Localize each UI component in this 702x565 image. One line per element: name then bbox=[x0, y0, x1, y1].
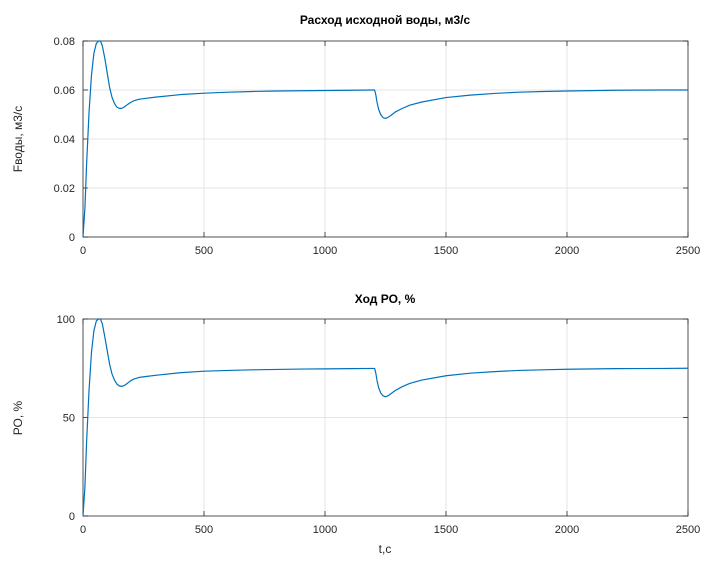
y-tick-label: 50 bbox=[63, 413, 75, 425]
axis-ticks: 0 500 1000 1500 2000 2500 0 0.02 0.04 0.06 0.08 bbox=[54, 36, 701, 257]
y-tick-label: 100 bbox=[57, 314, 75, 326]
x-tick-label: 1000 bbox=[313, 524, 337, 536]
x-tick-label: 0 bbox=[80, 245, 86, 257]
y-tick-label: 0.08 bbox=[54, 36, 75, 48]
x-tick-label: 2000 bbox=[555, 245, 579, 257]
chart-title: Ход РО, % bbox=[355, 292, 416, 306]
y-tick-label: 0.02 bbox=[54, 183, 75, 195]
x-tick-label: 1500 bbox=[434, 524, 458, 536]
y-axis-label: Fводы, м3/с bbox=[11, 106, 25, 173]
y-tick-label: 0.06 bbox=[54, 85, 75, 97]
x-axis-label: t,c bbox=[379, 542, 392, 556]
y-tick-label: 0 bbox=[69, 511, 75, 523]
series-line bbox=[82, 318, 689, 517]
chart-valve-position: Ход РО, % 0 500 1000 1500 2000 2500 0 50 100 РО,… bbox=[11, 292, 700, 556]
y-tick-label: 0 bbox=[69, 232, 75, 244]
x-tick-label: 500 bbox=[195, 245, 213, 257]
grid bbox=[83, 319, 688, 516]
chart-title: Расход исходной воды, м3/с bbox=[300, 13, 471, 27]
y-axis-label: РО, % bbox=[11, 400, 25, 435]
grid bbox=[83, 41, 688, 237]
axis-ticks: 0 500 1000 1500 2000 2500 0 50 100 bbox=[57, 314, 701, 536]
x-tick-label: 1000 bbox=[313, 245, 337, 257]
series-line bbox=[82, 40, 688, 238]
x-tick-label: 2500 bbox=[676, 524, 700, 536]
x-tick-label: 500 bbox=[195, 524, 213, 536]
y-tick-label: 0.04 bbox=[54, 134, 75, 146]
x-tick-label: 2500 bbox=[676, 245, 700, 257]
x-tick-label: 2000 bbox=[555, 524, 579, 536]
x-tick-label: 1500 bbox=[434, 245, 458, 257]
chart-water-flow: Расход исходной воды, м3/с 0 500 1000 1500 2… bbox=[11, 13, 700, 257]
x-tick-label: 0 bbox=[80, 524, 86, 536]
